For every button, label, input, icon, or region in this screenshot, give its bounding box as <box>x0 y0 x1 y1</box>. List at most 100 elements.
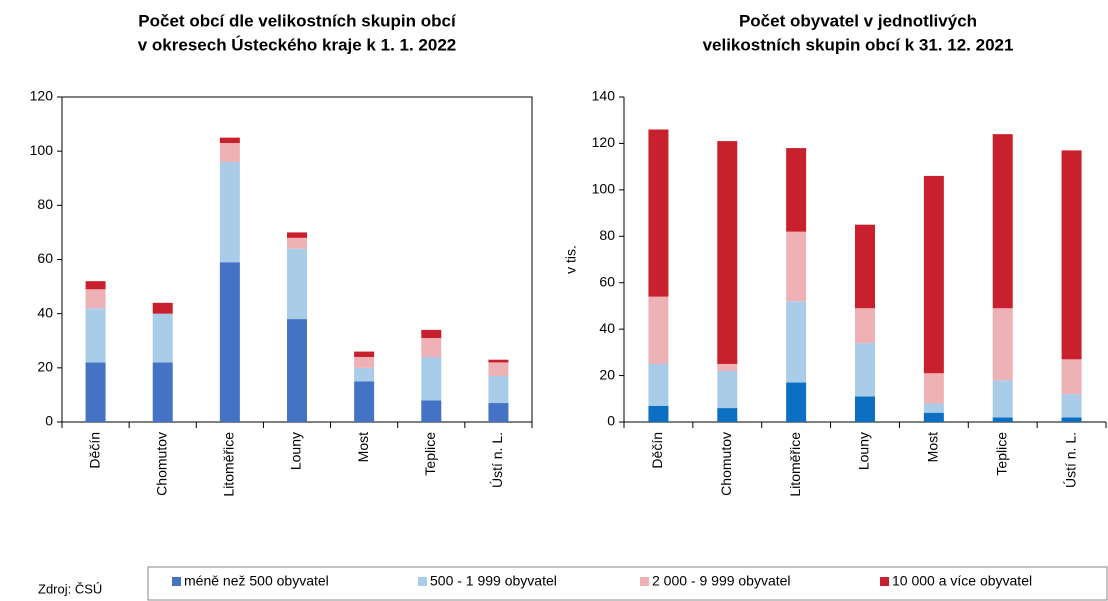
chart-title: velikostních skupin obcí k 31. 12. 2021 <box>703 35 1014 54</box>
bar-segment <box>1061 417 1082 422</box>
y-tick-label: 120 <box>30 88 54 104</box>
x-tick-label: Chomutov <box>718 432 734 496</box>
legend-label: 500 - 1 999 obyvatel <box>430 573 557 589</box>
x-tick-label: Most <box>355 432 371 462</box>
bar-segment <box>1061 150 1082 360</box>
bar-segment <box>923 412 944 422</box>
bar-segment <box>85 289 106 309</box>
bar-segment <box>855 343 875 397</box>
bar-segment <box>717 408 738 422</box>
bar-segment <box>648 129 669 297</box>
x-tick-label: Teplice <box>422 432 438 476</box>
bar-segment <box>85 308 106 363</box>
x-tick-label: Louny <box>856 432 872 470</box>
bar-segment <box>855 308 875 344</box>
bar-segment <box>648 296 669 364</box>
bar-segment <box>717 141 738 364</box>
y-tick-label: 0 <box>607 413 615 429</box>
y-tick-label: 60 <box>599 273 615 289</box>
bar-segment <box>992 417 1013 422</box>
y-tick-label: 80 <box>37 196 53 212</box>
bar-segment <box>219 262 240 422</box>
bar-segment <box>219 162 240 263</box>
bar-segment <box>354 381 375 422</box>
legend-label: méně než 500 obyvatel <box>184 573 329 589</box>
bar-segment <box>786 148 807 232</box>
y-tick-label: 100 <box>30 142 54 158</box>
bar-segment <box>421 400 442 422</box>
bar-segment <box>992 134 1013 309</box>
source: Zdroj: ČSÚ <box>38 581 102 596</box>
bar-segment <box>648 363 669 406</box>
y-tick-label: 0 <box>45 413 53 429</box>
bar-segment <box>717 370 738 409</box>
bar-segment <box>648 405 669 422</box>
y-axis-label: v tis. <box>563 245 579 274</box>
bar-segment <box>786 382 807 422</box>
chart-title: Počet obcí dle velikostních skupin obcí <box>138 11 457 30</box>
y-tick-label: 100 <box>592 181 616 197</box>
bar-segment <box>152 302 173 314</box>
bar-segment <box>85 362 106 422</box>
x-tick-label: Ústí n. L. <box>489 432 505 488</box>
legend-swatch <box>880 577 889 586</box>
bar-segment <box>152 362 173 422</box>
x-tick-label: Louny <box>288 432 304 470</box>
bar-segment <box>992 380 1013 418</box>
bar-segment <box>488 375 509 404</box>
legend-swatch <box>640 577 649 586</box>
bar-segment <box>923 175 944 374</box>
x-tick-label: Chomutov <box>153 432 169 496</box>
legend-swatch <box>172 577 181 586</box>
y-tick-label: 60 <box>37 250 53 266</box>
bar-segment <box>1061 359 1082 395</box>
y-tick-label: 80 <box>599 227 615 243</box>
legend-label: 10 000 a více obyvatel <box>892 573 1032 589</box>
bar-segment <box>923 373 944 404</box>
bar-segment <box>354 357 375 368</box>
bar-segment <box>219 143 240 162</box>
chart-title: v okresech Ústeckého kraje k 1. 1. 2022 <box>138 35 456 54</box>
x-tick-label: Most <box>925 432 941 462</box>
x-tick-label: Teplice <box>993 432 1009 476</box>
bar-segment <box>488 362 509 376</box>
legend-box <box>147 566 1108 601</box>
bar-segment <box>1061 394 1082 418</box>
bar-segment <box>855 396 875 422</box>
bar-segment <box>421 329 442 339</box>
y-tick-label: 140 <box>592 88 616 104</box>
bar-segment <box>287 248 307 320</box>
bar-segment <box>421 357 442 401</box>
x-tick-label: Litoměřice <box>787 432 803 497</box>
bar-segment <box>488 403 509 422</box>
bar-segment <box>152 313 173 363</box>
bar-segment <box>992 308 1013 381</box>
y-tick-label: 20 <box>37 359 53 375</box>
bar-segment <box>923 403 944 413</box>
chart-title: Počet obyvatel v jednotlivých <box>739 11 977 30</box>
y-tick-label: 40 <box>599 320 615 336</box>
y-tick-label: 120 <box>592 134 616 150</box>
x-tick-label: Litoměřice <box>221 432 237 497</box>
y-tick-label: 20 <box>599 366 615 382</box>
bar-segment <box>219 137 240 144</box>
bar-segment <box>421 338 442 357</box>
bar-segment <box>287 319 307 422</box>
bar-segment <box>786 301 807 383</box>
bar-segment <box>287 232 307 238</box>
bar-segment <box>717 363 738 371</box>
x-tick-label: Děčín <box>649 432 665 469</box>
x-tick-label: Děčín <box>86 432 102 469</box>
legend-label: 2 000 - 9 999 obyvatel <box>652 573 791 589</box>
bar-segment <box>354 367 375 382</box>
bar-segment <box>354 351 375 357</box>
bar-segment <box>287 237 307 249</box>
y-tick-label: 40 <box>37 304 53 320</box>
bar-segment <box>786 231 807 302</box>
bar-segment <box>85 281 106 290</box>
bar-segment <box>855 224 875 309</box>
bar-segment <box>488 359 509 363</box>
x-tick-label: Ústí n. L. <box>1062 432 1078 488</box>
legend-swatch <box>418 577 427 586</box>
